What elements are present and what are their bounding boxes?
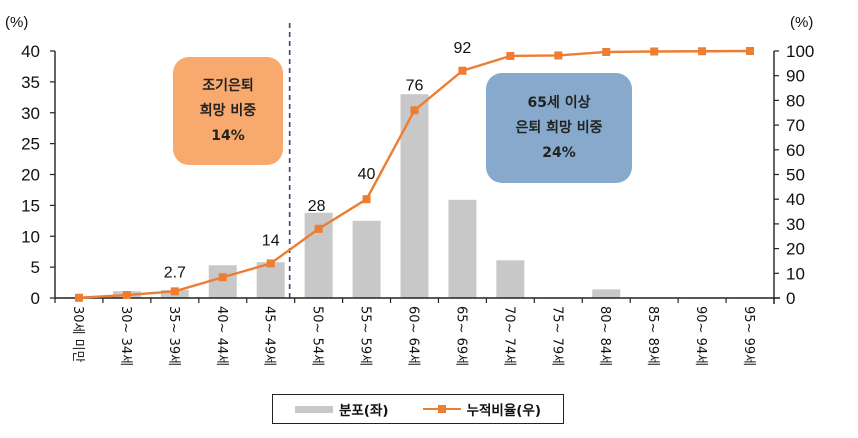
legend-item-distribution: 분포(좌) bbox=[294, 399, 389, 419]
x-axis-category-label: 80~ 84세 bbox=[597, 306, 612, 366]
right-axis-tick-label: 10 bbox=[786, 264, 805, 283]
callout-early-line1: 조기은퇴 bbox=[202, 77, 254, 94]
x-axis-category-label: 70~ 74세 bbox=[501, 306, 516, 366]
cumulative-marker-icon bbox=[554, 51, 563, 60]
left-axis-tick-label: 35 bbox=[21, 73, 40, 92]
x-axis-category-label: 75~ 79세 bbox=[549, 306, 564, 366]
x-axis-category-label: 65~ 69세 bbox=[453, 306, 468, 366]
callout-early-line2: 희망 비중 bbox=[199, 102, 257, 119]
cumulative-marker-icon bbox=[506, 51, 515, 60]
bar-swatch-icon bbox=[294, 405, 333, 413]
cumulative-marker-icon bbox=[218, 273, 227, 282]
x-axis-category-label: 35~ 39세 bbox=[166, 306, 181, 366]
right-axis-tick-label: 90 bbox=[786, 67, 805, 86]
cumulative-marker-icon bbox=[170, 287, 179, 296]
left-axis-tick-label: 20 bbox=[21, 166, 40, 185]
plot-area: 0 5 10 15 20 25 30 35 40 (%) 0 10 20 30 40 50 60 70 80 90 10… bbox=[5, 14, 814, 366]
right-axis-tick-label: 60 bbox=[786, 141, 805, 160]
line-marker-swatch-icon bbox=[422, 404, 461, 414]
left-axis-unit-label: (%) bbox=[5, 14, 28, 31]
x-axis-category-label: 90~ 94세 bbox=[693, 306, 708, 366]
left-axis-tick-label: 0 bbox=[31, 289, 40, 308]
right-axis-tick-label: 100 bbox=[786, 42, 814, 61]
data-label: 14 bbox=[262, 232, 280, 249]
right-axis-tick-label: 40 bbox=[786, 190, 805, 209]
legend-item-cumulative: 누적비율(우) bbox=[422, 399, 542, 419]
cumulative-marker-icon bbox=[122, 291, 131, 300]
cumulative-marker-icon bbox=[458, 66, 467, 75]
late-retirement-callout: 65세 이상 은퇴 희망 비중 24% bbox=[486, 73, 632, 183]
callout-late-line3: 24% bbox=[542, 144, 576, 161]
right-axis-tick-label: 0 bbox=[786, 289, 795, 308]
distribution-bar bbox=[448, 199, 477, 298]
left-axis-tick-label: 10 bbox=[21, 227, 40, 246]
callout-late-line2: 은퇴 희망 비중 bbox=[515, 119, 603, 136]
right-axis-tick-label: 70 bbox=[786, 116, 805, 135]
x-axis-category-label: 30~ 34세 bbox=[118, 306, 133, 366]
cumulative-marker-icon bbox=[410, 106, 419, 115]
left-axis-tick-label: 30 bbox=[21, 104, 40, 123]
right-axis-tick-label: 30 bbox=[786, 215, 805, 234]
cumulative-marker-icon bbox=[74, 293, 83, 302]
cumulative-marker-icon bbox=[314, 224, 323, 233]
data-label: 76 bbox=[406, 77, 424, 94]
x-axis-category-label: 45~ 49세 bbox=[262, 306, 277, 366]
right-axis-tick-label: 80 bbox=[786, 91, 805, 110]
x-axis-category-label: 50~ 54세 bbox=[310, 306, 325, 366]
x-axis-category-label: 40~ 44세 bbox=[214, 306, 229, 366]
left-axis-tick-label: 15 bbox=[21, 196, 40, 215]
cumulative-marker-icon bbox=[362, 195, 371, 204]
cumulative-marker-icon bbox=[602, 47, 611, 56]
chart-legend: 분포(좌) 누적비율(우) bbox=[272, 394, 564, 424]
early-retirement-callout: 조기은퇴 희망 비중 14% bbox=[173, 57, 283, 165]
legend-bar-label: 분포(좌) bbox=[338, 403, 389, 419]
data-label: 92 bbox=[454, 40, 472, 57]
data-label: 28 bbox=[308, 198, 326, 215]
cumulative-marker-icon bbox=[746, 47, 755, 55]
distribution-bar bbox=[256, 262, 285, 298]
callout-early-line3: 14% bbox=[211, 127, 245, 144]
data-label: 2.7 bbox=[164, 264, 186, 281]
data-label: 40 bbox=[358, 166, 376, 183]
distribution-bar bbox=[496, 260, 525, 298]
callout-late-line1: 65세 이상 bbox=[527, 94, 591, 111]
right-axis-unit-label: (%) bbox=[790, 14, 813, 31]
x-axis-category-label: 95~ 99세 bbox=[741, 306, 756, 366]
distribution-bar bbox=[592, 289, 621, 298]
distribution-bar bbox=[208, 265, 237, 298]
x-axis-category-label: 55~ 59세 bbox=[358, 306, 373, 366]
right-axis-tick-label: 20 bbox=[786, 240, 805, 259]
left-axis-tick-label: 5 bbox=[31, 258, 40, 277]
x-axis-category-label: 60~ 64세 bbox=[406, 306, 421, 366]
cumulative-marker-icon bbox=[650, 47, 659, 56]
right-axis-tick-label: 50 bbox=[786, 166, 805, 185]
cumulative-marker-icon bbox=[266, 259, 275, 268]
left-axis-tick-label: 25 bbox=[21, 135, 40, 154]
legend-line-label: 누적비율(우) bbox=[466, 403, 542, 419]
left-axis-tick-label: 40 bbox=[21, 42, 40, 61]
x-axis-category-label: 85~ 89세 bbox=[645, 306, 660, 366]
x-axis-category-label: 30세 미만 bbox=[70, 306, 85, 363]
cumulative-marker-icon bbox=[698, 47, 707, 56]
distribution-bar bbox=[400, 94, 429, 298]
distribution-bar bbox=[352, 220, 381, 298]
